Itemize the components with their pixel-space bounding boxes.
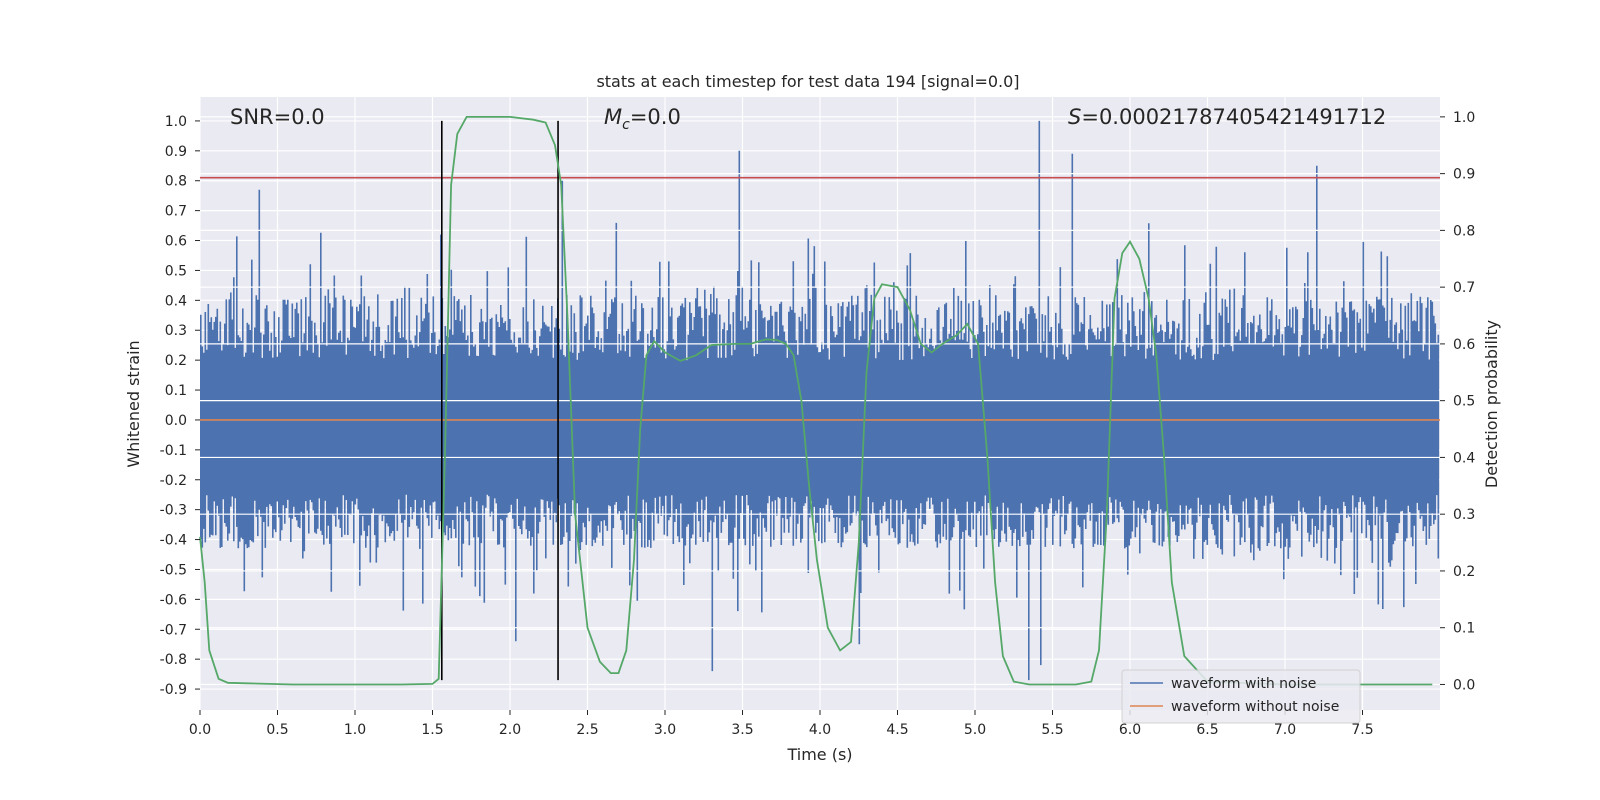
x-tick-label: 2.5: [576, 722, 598, 738]
y-left-tick-label: 0.0: [165, 413, 187, 429]
y-left-tick-label: -0.9: [160, 682, 187, 698]
x-tick-label: 4.5: [886, 722, 908, 738]
x-tick-label: 0.5: [266, 722, 288, 738]
y-left-tick-label: -0.8: [160, 652, 187, 668]
y-left-tick-label: -0.6: [160, 592, 187, 608]
x-tick-label: 4.0: [809, 722, 831, 738]
y-left-tick-label: 0.6: [165, 234, 187, 250]
y-left-tick-label: -0.2: [160, 473, 187, 489]
snr-annotation: SNR=0.0: [230, 105, 325, 129]
y-right-tick-label: 0.1: [1453, 621, 1475, 637]
x-tick-label: 5.5: [1041, 722, 1063, 738]
x-tick-label: 1.0: [344, 722, 366, 738]
x-tick-label: 3.0: [654, 722, 676, 738]
chirp-mass-symbol: M: [604, 105, 622, 129]
y-right-tick-label: 0.7: [1453, 280, 1475, 296]
y-left-tick-label: 0.5: [165, 263, 187, 279]
y-left-tick-label: -0.5: [160, 562, 187, 578]
y-left-axis-ticks: 1.0 0.9 0.8 0.7 0.6 0.5 0.4 0.3 0.2 0.1 0.0 -0.1 -0.…: [160, 114, 200, 698]
y-right-tick-label: 0.8: [1453, 223, 1475, 239]
x-tick-label: 7.0: [1274, 722, 1296, 738]
y-left-tick-label: -0.7: [160, 622, 187, 638]
y-right-tick-label: 0.9: [1453, 167, 1475, 183]
y-left-tick-label: 0.7: [165, 204, 187, 220]
x-tick-label: 7.5: [1351, 722, 1373, 738]
score-annotation: S=0.00021787405421491712: [1068, 105, 1386, 129]
y-left-tick-label: 0.2: [165, 353, 187, 369]
y-left-tick-label: -0.1: [160, 443, 187, 459]
y-right-tick-label: 0.5: [1453, 394, 1475, 410]
y-left-tick-label: 1.0: [165, 114, 187, 130]
detection-probability-points: [199, 116, 1433, 685]
y-left-tick-label: 0.9: [165, 144, 187, 160]
x-tick-label: 2.0: [499, 722, 521, 738]
right-axis-grid-lines: [200, 116, 1440, 686]
score-symbol: S: [1068, 105, 1081, 129]
y-right-tick-label: 1.0: [1453, 110, 1475, 126]
legend-label-without-noise: waveform without noise: [1171, 699, 1339, 715]
y-left-tick-label: 0.4: [165, 293, 187, 309]
y-left-tick-label: -0.3: [160, 503, 187, 519]
y-right-tick-label: 0.4: [1453, 450, 1475, 466]
chirp-mass-annotation: Mc=0.0: [604, 105, 681, 133]
y-right-tick-label: 0.6: [1453, 337, 1475, 353]
chirp-mass-value: =0.0: [630, 105, 681, 129]
y-left-axis-label: Whitened strain: [124, 340, 143, 467]
y-left-tick-label: -0.4: [160, 533, 187, 549]
x-tick-label: 5.0: [964, 722, 986, 738]
legend-box: [1121, 669, 1361, 724]
x-axis-ticks: 0.0 0.5 1.0 1.5 2.0 2.5 3.0 3.5 4.0 4.5 5.0 5.5 6.0 6…: [189, 710, 1374, 738]
y-left-tick-label: 0.1: [165, 383, 187, 399]
x-tick-label: 6.0: [1119, 722, 1141, 738]
y-right-axis-ticks: 1.0 0.9 0.8 0.7 0.6 0.5 0.4 0.3 0.2 0.1 0.0: [1440, 110, 1475, 693]
legend: waveform with noise waveform without noi…: [1121, 669, 1361, 724]
legend-label-with-noise: waveform with noise: [1171, 676, 1316, 692]
score-value: =0.00021787405421491712: [1081, 105, 1386, 129]
x-axis-label: Time (s): [786, 745, 852, 764]
chirp-mass-subscript: c: [622, 117, 630, 133]
x-tick-label: 6.5: [1196, 722, 1218, 738]
x-tick-label: 1.5: [421, 722, 443, 738]
x-tick-label: 3.5: [731, 722, 753, 738]
chart-title: stats at each timestep for test data 194…: [596, 72, 1019, 91]
y-right-tick-label: 0.0: [1453, 677, 1475, 693]
y-right-axis-label: Detection probability: [1482, 320, 1501, 488]
y-right-tick-label: 0.2: [1453, 564, 1475, 580]
y-left-tick-label: 0.3: [165, 323, 187, 339]
y-right-tick-label: 0.3: [1453, 507, 1475, 523]
x-tick-label: 0.0: [189, 722, 211, 738]
y-left-tick-label: 0.8: [165, 174, 187, 190]
